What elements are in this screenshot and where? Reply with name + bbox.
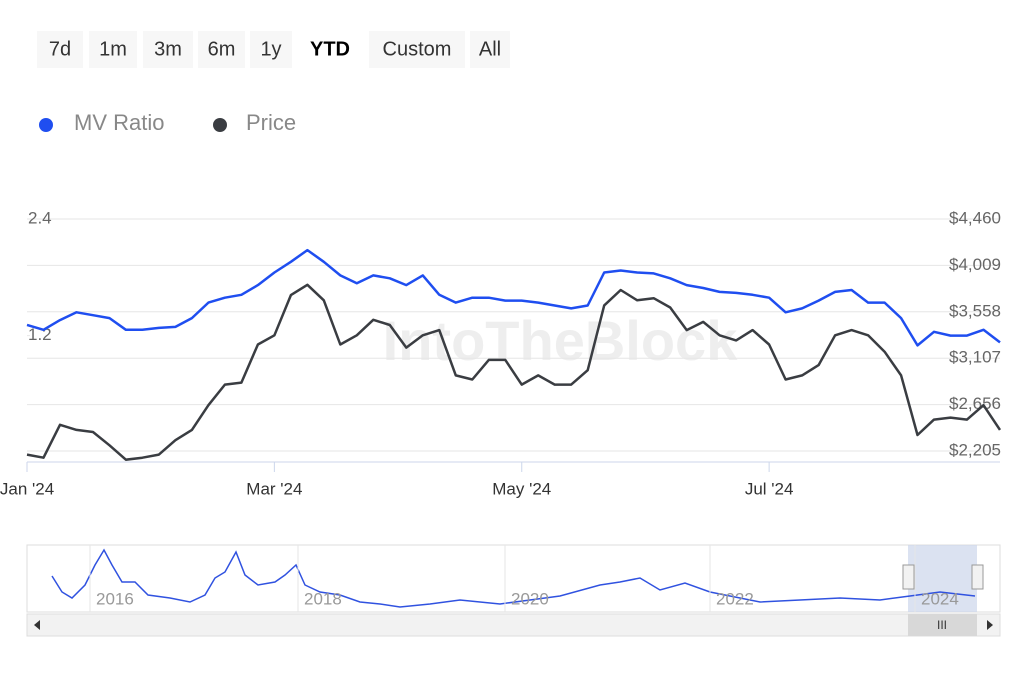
navigator-label: 2024	[921, 589, 959, 608]
scroll-right[interactable]	[987, 620, 993, 630]
navigator-selection[interactable]	[908, 545, 977, 612]
y2-tick-label: $4,009	[949, 255, 1001, 274]
series-line	[26, 283, 1002, 461]
range-button[interactable]	[250, 31, 292, 68]
scrollbar-grip: III	[937, 618, 947, 632]
range-button-label[interactable]: 1y	[260, 38, 281, 60]
navigator-line	[51, 548, 976, 608]
navigator-label: 2018	[304, 589, 342, 608]
y2-tick-label: $4,460	[949, 208, 1001, 227]
range-button[interactable]	[89, 31, 137, 68]
navigator-handle[interactable]	[902, 564, 915, 590]
series-line	[26, 248, 1001, 347]
x-tick-label: Mar '24	[246, 479, 302, 498]
range-button-label[interactable]: 1m	[99, 38, 127, 60]
y2-tick-label: $3,558	[949, 301, 1001, 320]
x-tick-label: Jan '24	[0, 479, 54, 498]
y2-tick-label: $2,205	[949, 440, 1001, 459]
scroll-left[interactable]	[34, 620, 40, 630]
range-button-label[interactable]: YTD	[310, 38, 350, 60]
range-button[interactable]	[198, 31, 245, 68]
y2-tick-label: $3,107	[949, 348, 1001, 367]
legend-label[interactable]: Price	[246, 110, 296, 135]
x-tick-label: Jul '24	[745, 479, 794, 498]
range-button[interactable]	[470, 31, 510, 68]
range-button-label[interactable]: 6m	[208, 38, 236, 60]
range-button-label[interactable]: Custom	[383, 38, 452, 60]
navigator-label: 2016	[96, 589, 134, 608]
y-tick-label: 2.4	[28, 208, 52, 227]
x-tick-label: May '24	[492, 479, 551, 498]
navigator-label: 2022	[716, 589, 754, 608]
range-button[interactable]	[37, 31, 83, 68]
range-button-label[interactable]: All	[479, 38, 501, 60]
navigator-frame	[26, 544, 1001, 613]
watermark: IntoTheBlock	[383, 309, 739, 372]
navigator-label: 2020	[511, 589, 549, 608]
range-button[interactable]	[143, 31, 193, 68]
y2-tick-label: $2,656	[949, 394, 1001, 413]
scrollbar[interactable]	[26, 613, 1001, 637]
range-button-label[interactable]: 3m	[154, 38, 182, 60]
legend-marker[interactable]	[39, 118, 53, 132]
navigator-handle[interactable]	[971, 564, 984, 590]
range-button-label[interactable]: 7d	[49, 38, 71, 60]
range-button[interactable]	[369, 31, 465, 68]
legend-marker[interactable]	[213, 118, 227, 132]
scrollbar-thumb[interactable]	[908, 614, 977, 636]
legend-label[interactable]: MV Ratio	[74, 110, 164, 135]
